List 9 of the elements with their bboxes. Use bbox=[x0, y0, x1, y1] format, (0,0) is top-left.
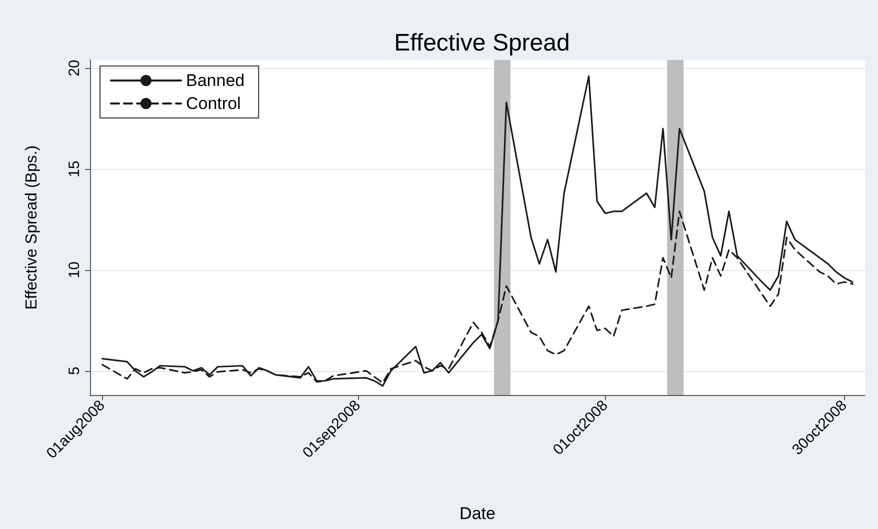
y-tick-label: 20 bbox=[66, 60, 83, 76]
legend-label: Banned bbox=[186, 71, 245, 90]
y-tick-label: 5 bbox=[66, 366, 83, 375]
y-tick-label: 10 bbox=[66, 262, 83, 278]
y-tick-label: 15 bbox=[66, 160, 83, 178]
y-axis-title: Effective Spread (Bps.) bbox=[24, 145, 40, 310]
x-axis-title: Date bbox=[460, 504, 496, 523]
chart-title: Effective Spread bbox=[394, 30, 570, 56]
legend-label: Control bbox=[186, 94, 241, 113]
